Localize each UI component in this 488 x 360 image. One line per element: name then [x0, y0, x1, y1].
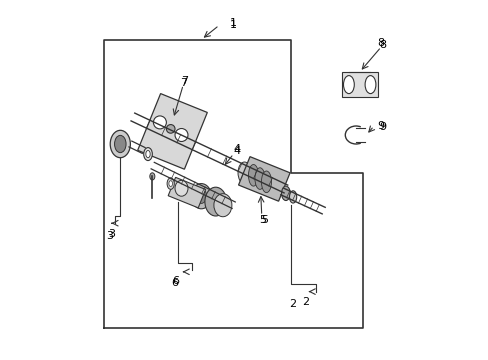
- Ellipse shape: [268, 174, 279, 192]
- Text: 4: 4: [233, 146, 241, 156]
- Text: 7: 7: [181, 76, 188, 86]
- Ellipse shape: [175, 129, 187, 141]
- Ellipse shape: [191, 184, 211, 209]
- Ellipse shape: [175, 180, 187, 196]
- Ellipse shape: [289, 191, 296, 203]
- Text: 8: 8: [379, 40, 386, 50]
- Ellipse shape: [281, 186, 289, 201]
- Text: 5: 5: [259, 215, 265, 225]
- Ellipse shape: [343, 76, 354, 94]
- Ellipse shape: [261, 171, 271, 193]
- Ellipse shape: [365, 76, 375, 94]
- Ellipse shape: [196, 189, 206, 203]
- Ellipse shape: [246, 164, 260, 187]
- Text: 3: 3: [107, 229, 115, 239]
- Ellipse shape: [238, 162, 250, 184]
- Text: 1: 1: [230, 20, 237, 30]
- Ellipse shape: [254, 168, 264, 189]
- Ellipse shape: [252, 166, 268, 190]
- Polygon shape: [138, 94, 207, 169]
- Text: 6: 6: [170, 278, 178, 288]
- Ellipse shape: [114, 135, 126, 153]
- Text: 4: 4: [233, 144, 241, 154]
- Ellipse shape: [213, 194, 231, 217]
- Ellipse shape: [143, 148, 152, 161]
- Ellipse shape: [166, 125, 175, 133]
- Ellipse shape: [167, 178, 174, 189]
- Ellipse shape: [149, 173, 155, 180]
- Text: 5: 5: [260, 215, 267, 225]
- Polygon shape: [238, 157, 289, 201]
- Text: 6: 6: [172, 276, 179, 286]
- Ellipse shape: [168, 181, 172, 186]
- Text: 9: 9: [379, 122, 386, 132]
- Text: 3: 3: [106, 231, 113, 241]
- Text: 7: 7: [180, 78, 186, 88]
- Polygon shape: [168, 177, 205, 208]
- Ellipse shape: [145, 150, 150, 158]
- Ellipse shape: [204, 187, 226, 216]
- Text: 9: 9: [377, 121, 384, 131]
- Ellipse shape: [260, 170, 275, 192]
- Ellipse shape: [248, 165, 258, 186]
- Ellipse shape: [110, 130, 130, 158]
- Text: 8: 8: [377, 38, 384, 48]
- Text: 2: 2: [302, 297, 308, 307]
- Text: 1: 1: [230, 18, 237, 28]
- Ellipse shape: [153, 116, 166, 129]
- Text: 2: 2: [289, 299, 296, 309]
- Bar: [341, 72, 377, 97]
